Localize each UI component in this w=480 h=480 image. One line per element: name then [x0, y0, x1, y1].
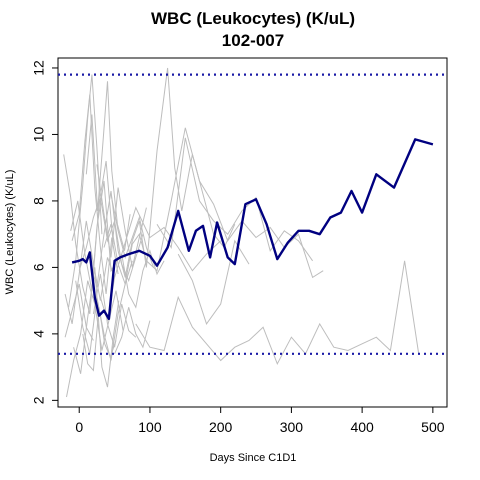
background-series-line-5 — [71, 94, 119, 295]
background-series-line-18 — [135, 260, 420, 366]
background-series-group — [63, 67, 420, 398]
chart-title: WBC (Leukocytes) (K/uL) — [151, 9, 355, 28]
background-series-line-14 — [64, 283, 94, 341]
highlight-series-line — [71, 138, 434, 321]
background-series-line-9 — [78, 197, 144, 283]
y-tick-label: 12 — [31, 60, 47, 76]
y-tick-label: 10 — [31, 126, 47, 142]
y-tick-label: 6 — [31, 263, 47, 271]
plot-frame — [57, 57, 448, 408]
background-series-line-17 — [103, 127, 324, 286]
background-series-line-22 — [114, 307, 151, 354]
x-tick-label: 100 — [138, 419, 162, 435]
y-tick-label: 8 — [31, 197, 47, 205]
x-tick-label: 400 — [350, 419, 374, 435]
background-series-line-15 — [96, 164, 147, 268]
background-series-line-19 — [156, 137, 314, 262]
y-tick-label: 4 — [31, 330, 47, 338]
background-series-line-13 — [92, 273, 137, 348]
y-axis-label: WBC (Leukocytes) (K/uL) — [4, 170, 16, 295]
reference-lines-group — [58, 73, 447, 355]
y-axis: 2 4 6 8 10 12 — [31, 60, 58, 404]
x-tick-label: 300 — [280, 419, 304, 435]
chart-subtitle: 102-007 — [222, 31, 284, 50]
highlight-series-group — [71, 138, 434, 321]
x-axis: 0 100 200 300 400 500 — [75, 407, 445, 435]
background-series-line-10 — [82, 307, 117, 372]
background-series-line-12 — [89, 67, 236, 288]
x-tick-label: 200 — [209, 419, 233, 435]
x-tick-label: 0 — [75, 419, 83, 435]
x-tick-label: 500 — [421, 419, 445, 435]
background-series-line-2 — [64, 220, 116, 325]
x-axis-label: Days Since C1D1 — [210, 452, 297, 464]
background-series-line-1 — [63, 154, 222, 315]
background-series-line-20 — [177, 239, 250, 325]
background-series-line-11 — [85, 81, 131, 251]
background-series-line-21 — [110, 194, 154, 268]
y-tick-label: 2 — [31, 396, 47, 404]
